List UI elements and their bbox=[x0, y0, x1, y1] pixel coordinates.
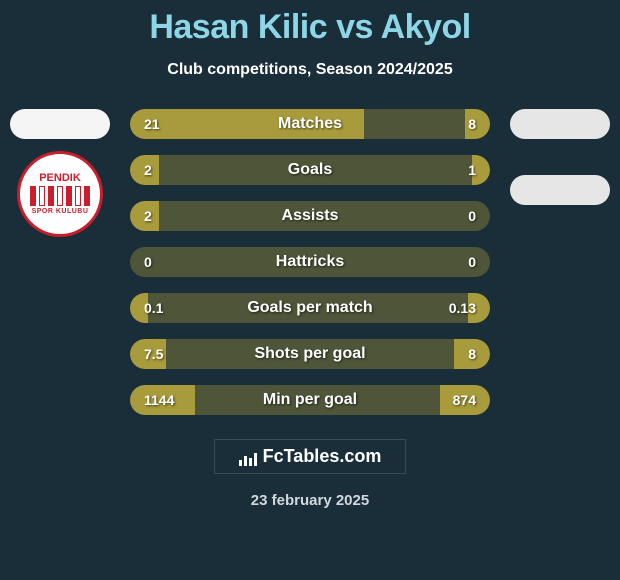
bar-value-right: 0 bbox=[468, 254, 476, 270]
content-root: Hasan Kilic vs Akyol Club competitions, … bbox=[0, 0, 620, 580]
stat-bar: 1144 Min per goal 874 bbox=[130, 385, 490, 415]
club-stripes bbox=[20, 186, 100, 206]
stat-bar: 7.5 Shots per goal 8 bbox=[130, 339, 490, 369]
club-subtext: SPOR KULUBU bbox=[32, 208, 89, 215]
left-side-column: PENDIK SPOR KULUBU bbox=[4, 109, 116, 237]
bar-value-right: 8 bbox=[468, 346, 476, 362]
club-logo-pendik: PENDIK SPOR KULUBU bbox=[17, 151, 103, 237]
left-team-pill bbox=[10, 109, 110, 139]
bar-value-right: 874 bbox=[453, 392, 476, 408]
bar-value-left: 1144 bbox=[144, 392, 174, 408]
bar-label: Shots per goal bbox=[254, 345, 365, 363]
comparison-row: PENDIK SPOR KULUBU 21 Matches 8 2 Goals 1 2 Ass… bbox=[0, 109, 620, 415]
bar-label: Assists bbox=[282, 207, 339, 225]
bar-value-right: 8 bbox=[468, 116, 476, 132]
page-subtitle: Club competitions, Season 2024/2025 bbox=[167, 61, 452, 79]
bar-label: Hattricks bbox=[276, 253, 344, 271]
bar-value-right: 0.13 bbox=[449, 300, 476, 316]
bar-value-right: 1 bbox=[468, 162, 476, 178]
stat-bar: 0.1 Goals per match 0.13 bbox=[130, 293, 490, 323]
bar-value-left: 2 bbox=[144, 162, 152, 178]
bar-value-left: 0 bbox=[144, 254, 152, 270]
bar-value-left: 0.1 bbox=[144, 300, 163, 316]
footer-attribution: FcTables.com bbox=[214, 439, 407, 474]
bar-chart-icon bbox=[239, 450, 257, 464]
stat-bar: 21 Matches 8 bbox=[130, 109, 490, 139]
right-side-column bbox=[504, 109, 616, 205]
stat-bars-container: 21 Matches 8 2 Goals 1 2 Assists 0 0 Hattricks 0 0.1… bbox=[130, 109, 490, 415]
stat-bar: 2 Assists 0 bbox=[130, 201, 490, 231]
page-title: Hasan Kilic vs Akyol bbox=[149, 8, 470, 47]
bar-label: Matches bbox=[278, 115, 342, 133]
date-text: 23 february 2025 bbox=[251, 492, 369, 509]
stat-bar: 2 Goals 1 bbox=[130, 155, 490, 185]
stat-bar: 0 Hattricks 0 bbox=[130, 247, 490, 277]
right-team-pill-2 bbox=[510, 175, 610, 205]
bar-value-left: 21 bbox=[144, 116, 160, 132]
bar-label: Min per goal bbox=[263, 391, 357, 409]
bar-label: Goals per match bbox=[247, 299, 372, 317]
club-name: PENDIK bbox=[39, 173, 81, 184]
bar-value-left: 7.5 bbox=[144, 346, 163, 362]
bar-value-left: 2 bbox=[144, 208, 152, 224]
footer-text: FcTables.com bbox=[263, 446, 382, 467]
bar-value-right: 0 bbox=[468, 208, 476, 224]
right-team-pill-1 bbox=[510, 109, 610, 139]
bar-label: Goals bbox=[288, 161, 332, 179]
